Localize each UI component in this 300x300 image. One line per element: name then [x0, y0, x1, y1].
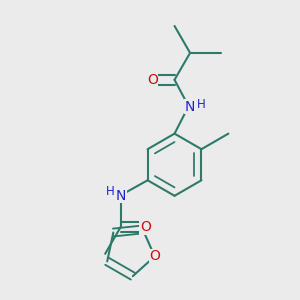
Text: N: N — [185, 100, 195, 114]
Text: H: H — [197, 98, 206, 111]
Text: N: N — [116, 189, 126, 203]
Text: O: O — [140, 220, 151, 234]
Text: O: O — [147, 73, 158, 87]
Text: O: O — [149, 249, 160, 263]
Text: H: H — [106, 185, 115, 198]
